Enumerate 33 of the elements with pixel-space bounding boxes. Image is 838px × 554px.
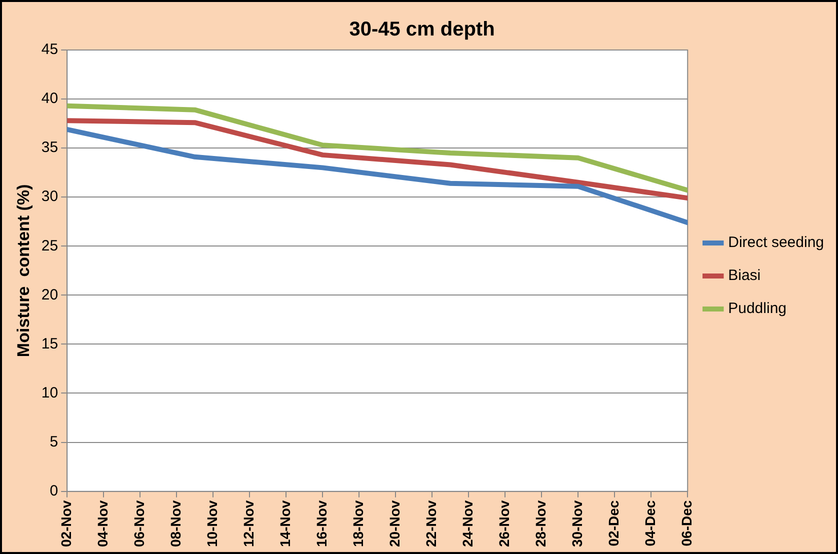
y-tick-label: 5	[50, 433, 58, 450]
legend-label: Biasi	[728, 267, 761, 284]
x-tick-label: 28-Nov	[532, 500, 548, 548]
y-tick-label: 20	[41, 286, 58, 304]
x-tick-label: 14-Nov	[276, 500, 293, 548]
x-tick-label: 10-Nov	[204, 500, 220, 548]
y-tick-label: 30	[41, 188, 58, 206]
x-tick-label: 12-Nov	[240, 500, 256, 548]
x-tick-label: 04-Nov	[94, 500, 110, 548]
chart-title: 30-45 cm depth	[349, 18, 495, 41]
x-tick-label: 26-Nov	[496, 500, 512, 548]
legend-label: Puddling	[728, 300, 787, 318]
y-axis-title: Moisture content (%)	[14, 184, 33, 358]
y-tick-label: 45	[41, 41, 58, 58]
x-tick-label: 20-Nov	[386, 500, 402, 548]
x-tick-label: 22-Nov	[422, 500, 439, 548]
legend-label: Direct seeding	[728, 234, 824, 252]
x-tick-label: 06-Nov	[130, 500, 147, 548]
y-tick-label: 35	[41, 139, 58, 156]
x-tick-label: 16-Nov	[313, 500, 330, 548]
y-tick-label: 40	[41, 90, 58, 108]
x-tick-label: 04-Dec	[642, 500, 658, 546]
x-tick-label: 18-Nov	[350, 500, 366, 548]
y-tick-label: 0	[50, 482, 58, 500]
x-tick-label: 08-Nov	[167, 500, 184, 548]
x-tick-label: 30-Nov	[568, 500, 585, 548]
x-tick-label: 06-Dec	[678, 500, 694, 546]
y-tick-label: 15	[41, 335, 58, 352]
y-tick-label: 10	[41, 384, 58, 402]
x-tick-label: 02-Nov	[58, 500, 74, 548]
y-tick-label: 25	[41, 237, 58, 254]
x-tick-label: 24-Nov	[459, 500, 476, 548]
x-tick-label: 02-Dec	[605, 500, 622, 546]
